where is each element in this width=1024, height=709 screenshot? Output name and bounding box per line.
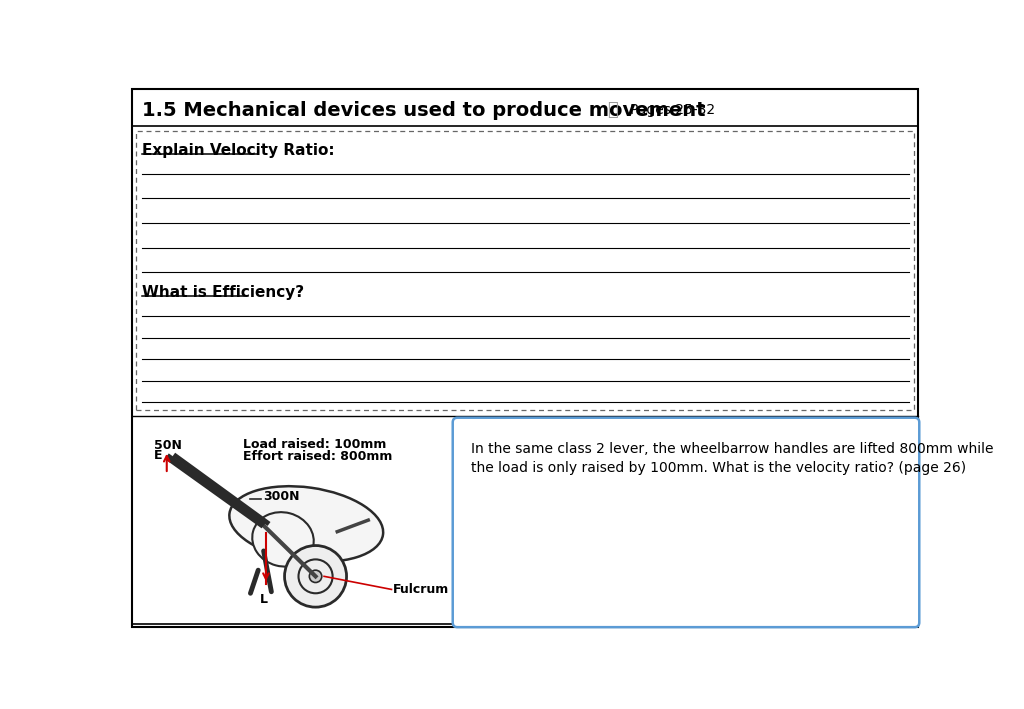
Text: Effort raised: 800mm: Effort raised: 800mm [243,450,392,463]
Text: What is Efficiency?: What is Efficiency? [142,285,304,301]
Text: E: E [154,450,162,462]
Circle shape [285,545,346,607]
Text: the load is only raised by 100mm. What is the velocity ratio? (page 26): the load is only raised by 100mm. What i… [471,461,967,475]
Circle shape [309,570,322,583]
Text: Explain Velocity Ratio:: Explain Velocity Ratio: [142,143,335,158]
Text: 300N: 300N [263,490,300,503]
Ellipse shape [252,512,313,566]
Text: L: L [260,593,267,606]
Text: 1.5 Mechanical devices used to produce movement: 1.5 Mechanical devices used to produce m… [142,101,706,120]
Text: 50N: 50N [154,440,181,452]
Text: Fulcrum: Fulcrum [393,583,450,596]
Ellipse shape [229,486,383,562]
FancyBboxPatch shape [453,418,920,627]
Bar [136,131,913,410]
Text: Load raised: 100mm: Load raised: 100mm [243,437,386,451]
Text: Pages 25-32: Pages 25-32 [630,104,716,118]
Circle shape [299,559,333,593]
Text: 📖: 📖 [607,101,617,120]
Text: In the same class 2 lever, the wheelbarrow handles are lifted 800mm while: In the same class 2 lever, the wheelbarr… [471,442,994,456]
